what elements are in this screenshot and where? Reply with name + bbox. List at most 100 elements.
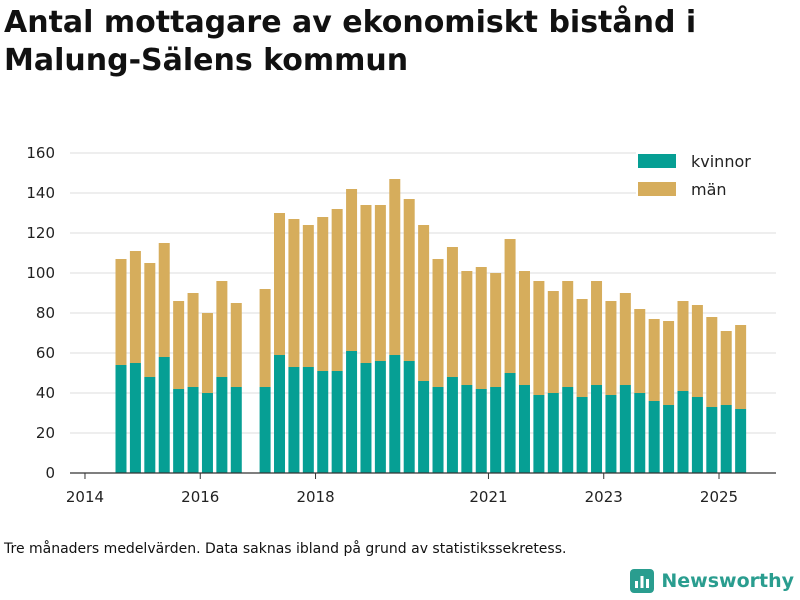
bar-man	[374, 205, 386, 361]
bar-man	[547, 291, 559, 393]
bar-kvinnor	[591, 385, 603, 473]
bar-kvinnor	[129, 363, 141, 473]
brand-logo[interactable]: Newsworthy	[629, 568, 794, 594]
bar-man	[173, 301, 185, 389]
bar-kvinnor	[374, 361, 386, 473]
bar-kvinnor	[562, 387, 574, 473]
bar-man	[158, 243, 170, 357]
bar-man	[562, 281, 574, 387]
bar-man	[346, 189, 358, 351]
bar-kvinnor	[691, 397, 703, 473]
chart-title: Antal mottagare av ekonomiskt bistånd i …	[4, 5, 697, 78]
bar-man	[317, 217, 329, 371]
bar-man	[691, 305, 703, 397]
bar-kvinnor	[230, 387, 242, 473]
axes: 0 20 40 60 80 100 120 140 160 2014 2016 2018 2021 202…	[26, 144, 776, 506]
bar-kvinnor	[504, 373, 516, 473]
bar-man	[461, 271, 473, 385]
y-tick-label: 120	[26, 224, 55, 242]
stacked-bar-chart: 0 20 40 60 80 100 120 140 160 2014 2016 2018 2021 202…	[26, 144, 776, 506]
y-tick-label: 20	[36, 424, 55, 442]
bar-kvinnor	[547, 393, 559, 473]
bar-man	[475, 267, 487, 389]
bar-kvinnor	[288, 367, 300, 473]
y-tick-label: 100	[26, 264, 55, 282]
bar-kvinnor	[677, 391, 689, 473]
x-tick-label: 2021	[469, 488, 507, 506]
y-tick-label: 40	[36, 384, 55, 402]
bar-group	[115, 179, 747, 473]
bar-man	[216, 281, 228, 377]
y-tick-label: 160	[26, 144, 55, 162]
bar-man	[201, 313, 213, 393]
y-tick-label: 140	[26, 184, 55, 202]
bar-kvinnor	[115, 365, 127, 473]
bar-kvinnor	[432, 387, 444, 473]
bar-kvinnor	[302, 367, 314, 473]
y-tick-label: 0	[45, 464, 55, 482]
bar-man	[677, 301, 689, 391]
bar-kvinnor	[619, 385, 631, 473]
bar-kvinnor	[144, 377, 156, 473]
bar-man	[605, 301, 617, 395]
bar-man	[591, 281, 603, 385]
bar-man	[115, 259, 127, 365]
bar-man	[230, 303, 242, 387]
bar-man	[129, 251, 141, 363]
bar-man	[403, 199, 415, 361]
bar-man	[490, 273, 502, 387]
bar-man	[533, 281, 545, 395]
bar-man	[504, 239, 516, 373]
bar-kvinnor	[331, 371, 343, 473]
bar-kvinnor	[490, 387, 502, 473]
x-tick-label: 2025	[700, 488, 738, 506]
legend: kvinnor män	[636, 150, 776, 199]
bar-man	[389, 179, 401, 355]
x-tick-label: 2023	[585, 488, 623, 506]
legend-label: män	[691, 180, 727, 199]
bar-man	[706, 317, 718, 407]
bar-kvinnor	[461, 385, 473, 473]
legend-swatch-kvinnor	[638, 154, 676, 168]
bar-man	[518, 271, 530, 385]
bar-kvinnor	[173, 389, 185, 473]
bar-man	[288, 219, 300, 367]
bar-kvinnor	[475, 389, 487, 473]
bar-man	[663, 321, 675, 405]
x-tick-label: 2018	[296, 488, 334, 506]
bar-kvinnor	[634, 393, 646, 473]
bar-kvinnor	[418, 381, 430, 473]
bar-man	[648, 319, 660, 401]
bar-man	[735, 325, 747, 409]
brand-name: Newsworthy	[661, 570, 794, 592]
bar-man	[432, 259, 444, 387]
bar-kvinnor	[216, 377, 228, 473]
bar-kvinnor	[158, 357, 170, 473]
bar-kvinnor	[201, 393, 213, 473]
bar-man	[418, 225, 430, 381]
bar-kvinnor	[648, 401, 660, 473]
bar-kvinnor	[576, 397, 588, 473]
bar-kvinnor	[360, 363, 372, 473]
bar-kvinnor	[518, 385, 530, 473]
bar-kvinnor	[346, 351, 358, 473]
bar-man	[187, 293, 199, 387]
bar-kvinnor	[274, 355, 286, 473]
newsworthy-icon	[630, 569, 655, 593]
bar-man	[302, 225, 314, 367]
y-tick-label: 60	[36, 344, 55, 362]
bar-man	[619, 293, 631, 385]
bar-man	[259, 289, 271, 387]
bar-kvinnor	[735, 409, 747, 473]
bar-man	[274, 213, 286, 355]
bar-kvinnor	[706, 407, 718, 473]
bar-man	[634, 309, 646, 393]
bar-man	[576, 299, 588, 397]
bar-man	[360, 205, 372, 363]
y-tick-label: 80	[36, 304, 55, 322]
footnote: Tre månaders medelvärden. Data saknas ib…	[4, 541, 567, 557]
bar-kvinnor	[663, 405, 675, 473]
bar-kvinnor	[446, 377, 458, 473]
bar-kvinnor	[259, 387, 271, 473]
bar-kvinnor	[533, 395, 545, 473]
